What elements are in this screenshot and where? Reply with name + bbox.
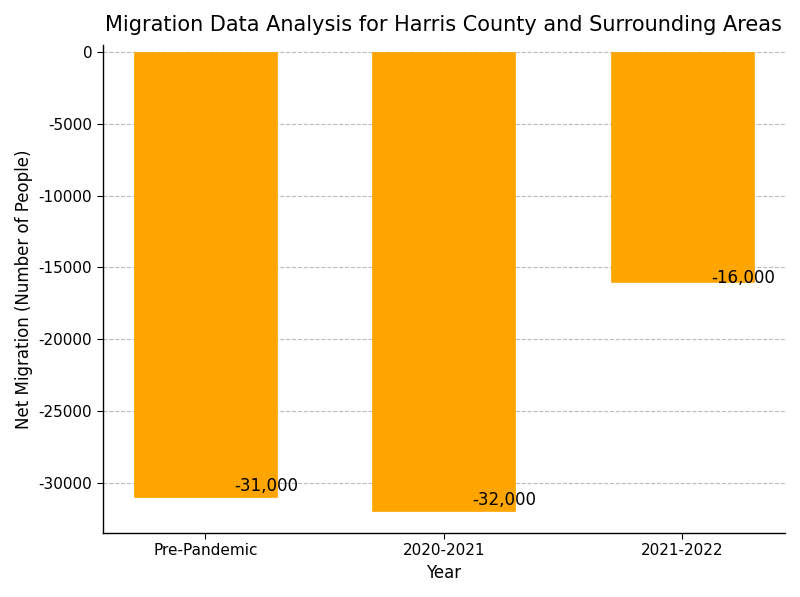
X-axis label: Year: Year <box>426 564 462 582</box>
Bar <box>372 52 515 512</box>
Title: Migration Data Analysis for Harris County and Surrounding Areas: Migration Data Analysis for Harris Count… <box>106 15 782 35</box>
Text: -32,000: -32,000 <box>473 491 537 509</box>
Text: -31,000: -31,000 <box>234 477 298 495</box>
Text: -16,000: -16,000 <box>711 269 775 287</box>
Bar <box>134 52 277 497</box>
Y-axis label: Net Migration (Number of People): Net Migration (Number of People) <box>15 149 33 429</box>
Bar <box>611 52 754 282</box>
